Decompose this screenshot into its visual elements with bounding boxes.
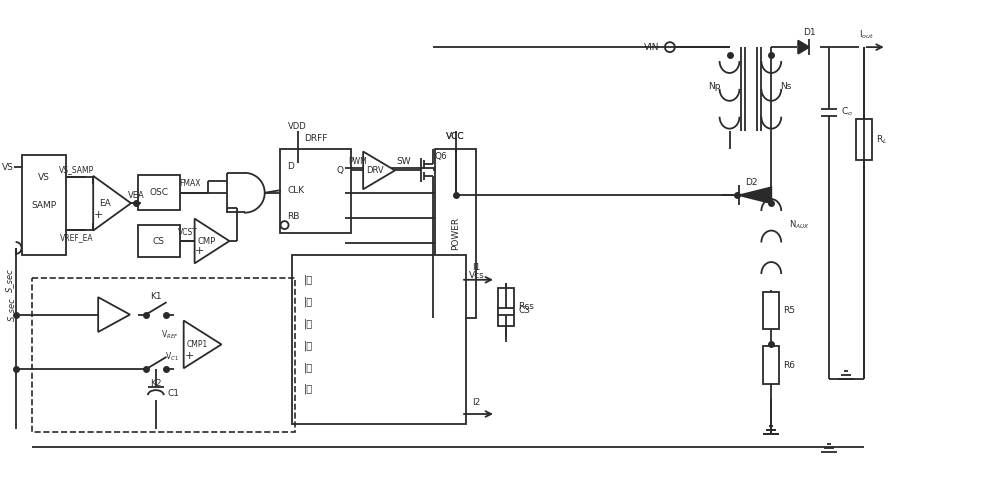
Text: V$_{C1}$: V$_{C1}$: [165, 350, 179, 363]
Text: |制: |制: [304, 340, 313, 350]
Text: +: +: [195, 246, 204, 256]
Text: DRFF: DRFF: [304, 134, 327, 143]
Bar: [22, 155, 66, 255]
Text: I1: I1: [472, 263, 480, 272]
Text: RB: RB: [288, 212, 300, 221]
Text: I$_{out}$: I$_{out}$: [859, 29, 874, 42]
Text: DRV: DRV: [366, 166, 384, 175]
Bar: [498, 287, 514, 326]
Text: V$_{REF}$: V$_{REF}$: [161, 328, 179, 341]
Text: D: D: [288, 162, 294, 171]
Text: C$_o$: C$_o$: [841, 106, 853, 118]
Text: Rcs: Rcs: [518, 302, 534, 311]
Text: VS_SAMP: VS_SAMP: [59, 165, 94, 174]
Text: +: +: [185, 351, 194, 362]
Text: Ns: Ns: [781, 82, 792, 91]
Polygon shape: [184, 320, 221, 368]
Text: S_sec: S_sec: [7, 298, 16, 321]
Text: R6: R6: [783, 361, 795, 370]
Text: VREF_EA: VREF_EA: [59, 233, 93, 242]
Text: CLK: CLK: [288, 186, 305, 195]
Text: VS: VS: [2, 163, 14, 172]
Text: C3: C3: [518, 306, 530, 315]
Text: D1: D1: [803, 28, 815, 37]
Polygon shape: [195, 219, 229, 263]
Bar: [763, 292, 779, 330]
Text: Q: Q: [336, 166, 343, 175]
Text: |流: |流: [304, 296, 313, 307]
Text: R5: R5: [783, 306, 795, 315]
Polygon shape: [739, 187, 771, 203]
Text: POWER: POWER: [451, 216, 460, 250]
Text: +: +: [93, 210, 103, 220]
Text: CMP: CMP: [197, 237, 216, 245]
Text: R$_L$: R$_L$: [876, 133, 887, 146]
Text: C1: C1: [168, 389, 180, 398]
Text: I2: I2: [472, 397, 480, 407]
Bar: [280, 149, 351, 233]
Text: VCST: VCST: [178, 227, 198, 237]
Polygon shape: [98, 297, 130, 332]
Text: EA: EA: [99, 199, 111, 208]
Polygon shape: [93, 176, 131, 230]
Text: K2: K2: [150, 378, 162, 388]
Text: VDD: VDD: [288, 122, 307, 131]
Text: CMP1: CMP1: [187, 340, 208, 349]
Bar: [856, 119, 872, 161]
Text: |恒: |恒: [304, 274, 313, 285]
Text: VCC: VCC: [446, 132, 465, 141]
Text: K1: K1: [150, 292, 162, 301]
Text: VIN: VIN: [644, 43, 660, 52]
Bar: [435, 149, 476, 318]
Text: OSC: OSC: [149, 188, 168, 197]
Bar: [138, 175, 180, 210]
Text: Q6: Q6: [435, 152, 447, 161]
Bar: [32, 278, 295, 432]
Text: CS: CS: [153, 237, 165, 245]
Bar: [138, 225, 180, 257]
Text: |电: |电: [304, 362, 313, 373]
Text: |路: |路: [304, 384, 313, 394]
Text: |控: |控: [304, 318, 313, 329]
Polygon shape: [363, 151, 395, 189]
Text: VCC: VCC: [446, 132, 465, 141]
Text: SW: SW: [397, 157, 411, 166]
Text: SAMP: SAMP: [31, 201, 57, 210]
Bar: [292, 255, 466, 424]
Text: N$_{AUX}$: N$_{AUX}$: [789, 219, 810, 231]
Polygon shape: [798, 41, 809, 54]
Text: S_sec: S_sec: [5, 268, 14, 292]
Text: PWM: PWM: [348, 157, 367, 166]
Text: VS: VS: [38, 173, 50, 182]
Bar: [763, 347, 779, 384]
Text: Vcs: Vcs: [469, 272, 484, 280]
Text: FMAX: FMAX: [179, 180, 200, 188]
Text: VEA: VEA: [128, 191, 144, 200]
Text: Np: Np: [708, 82, 721, 91]
Text: D2: D2: [745, 178, 758, 187]
